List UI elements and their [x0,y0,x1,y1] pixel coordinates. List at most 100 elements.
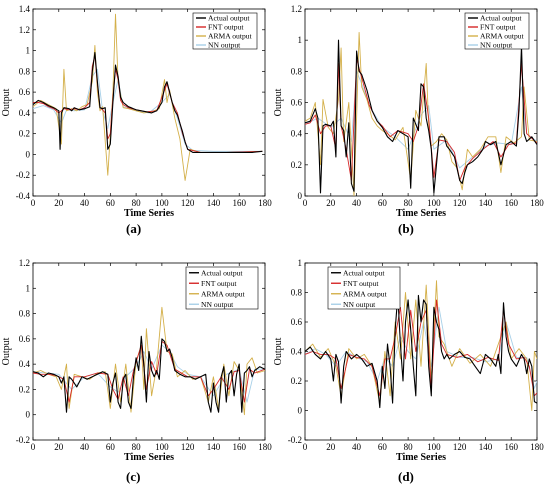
series-line-fnt-output [33,340,265,403]
y-tick-label: 1 [298,258,303,268]
x-tick-label: 120 [181,442,195,452]
legend-entry: ARMA output [343,289,388,298]
x-tick-label: 180 [258,442,272,452]
series-line-actual-output [33,52,263,153]
x-tick-label: 140 [479,198,493,208]
x-tick-label: 100 [155,442,169,452]
panel-label-d: (d) [398,469,414,484]
y-tick-label: 1 [26,46,31,56]
y-tick-label: 0 [26,410,31,420]
y-tick-label: -0.2 [16,170,30,180]
x-tick-label: 140 [479,442,493,452]
legend-entry: Actual output [480,14,522,23]
y-tick-label: 0.2 [291,160,302,170]
chart-panel-1: 0 20 40 60 80 100 120 140 160 180 -0.4 -0.2 0 0.2 0.4 0… [1,4,272,219]
series-line-actual-output [305,39,537,194]
x-tick-label: 0 [303,442,308,452]
y-tick-label: 1.2 [19,25,30,35]
x-tick-label: 120 [181,198,195,208]
y-tick-label: 0.6 [291,98,303,108]
x-tick-label: 0 [31,198,36,208]
x-tick-label: 40 [80,198,90,208]
chart-panel-2: 0 20 40 60 80 100 120 140 160 180 0 0.2 0.4 0.6 0.8 1 1.… [273,4,544,219]
y-tick-label: 1.2 [291,4,302,14]
x-tick-label: 60 [106,198,116,208]
y-tick-label: 0.8 [291,288,303,298]
y-tick-label: -0.2 [16,435,30,445]
legend-entry: NN output [343,300,376,309]
legend-entry: NN output [201,300,234,309]
y-axis-label: Output [273,88,284,116]
x-tick-label: 40 [352,198,362,208]
x-axis-label: Time Series [396,452,446,463]
panel-label-b: (b) [398,221,414,236]
y-axis-label: Output [1,88,12,116]
legend-entry: FNT output [208,23,244,32]
panel-label-c: (c) [126,469,141,484]
x-tick-label: 40 [352,442,362,452]
x-tick-label: 20 [326,442,336,452]
y-tick-label: 0.4 [19,359,31,369]
series-line-arma-output [305,280,537,411]
x-tick-label: 20 [54,198,64,208]
legend-box [185,266,259,310]
y-tick-label: 0.2 [291,376,302,386]
panel-label-a: (a) [126,221,142,236]
x-tick-label: 40 [80,442,90,452]
y-tick-label: 1.2 [19,258,30,268]
chart-panel-4: 0 20 40 60 80 100 120 140 160 180-0.200.20.40.60.… [273,258,544,463]
x-tick-label: 80 [404,442,414,452]
y-tick-label: 0.2 [19,384,30,394]
x-tick-label: 100 [427,198,441,208]
legend-box [464,12,530,50]
x-tick-label: 120 [453,198,467,208]
y-tick-label: 0.6 [19,87,31,97]
y-axis-label: Output [273,337,284,365]
series-line-arma-output [33,13,263,181]
x-tick-label: 140 [207,198,221,208]
x-tick-label: 140 [207,442,221,452]
legend-entry: NN output [480,41,513,50]
x-tick-label: 0 [31,442,36,452]
legend-entry: Actual output [208,14,250,23]
legend-entry: Actual output [201,268,243,277]
y-tick-label: 1.4 [19,4,31,14]
legend-entry: NN output [208,41,241,50]
y-tick-label: 0.8 [19,309,31,319]
x-tick-label: 60 [378,198,388,208]
x-tick-label: 100 [155,198,169,208]
x-tick-label: 80 [132,442,142,452]
x-tick-label: 80 [404,198,414,208]
x-axis-label: Time Series [396,208,446,219]
legend-entry: FNT output [343,279,379,288]
y-tick-label: 1 [298,35,303,45]
x-tick-label: 80 [132,198,142,208]
y-tick-label: 0.4 [291,129,303,139]
y-tick-label: 0.4 [291,347,303,357]
y-tick-label: -0.4 [16,191,31,201]
chart-panel-3: 0 20 40 60 80 100 120 140 160 180-0.200.20.40.60.… [1,258,272,463]
x-tick-label: 60 [106,442,116,452]
x-tick-label: 20 [326,198,336,208]
y-tick-label: 1 [26,283,31,293]
x-tick-label: 180 [530,198,544,208]
legend-entry: FNT output [480,23,516,32]
y-tick-label: 0.8 [19,66,31,76]
x-tick-label: 100 [427,442,441,452]
x-tick-label: 120 [453,442,467,452]
x-axis-label: Time Series [124,452,174,463]
x-tick-label: 20 [54,442,64,452]
y-tick-label: 0.6 [19,334,31,344]
x-tick-label: 160 [232,442,246,452]
x-tick-label: 0 [303,198,308,208]
y-tick-label: 0 [26,149,31,159]
y-tick-label: 0.8 [291,66,303,76]
legend-entry: ARMA output [201,289,246,298]
series-line-actual-output [33,335,265,413]
legend-box [327,266,401,310]
x-tick-label: 180 [530,442,544,452]
x-tick-label: 160 [504,442,518,452]
y-tick-label: -0.2 [288,435,302,445]
y-tick-label: 0.2 [19,129,30,139]
